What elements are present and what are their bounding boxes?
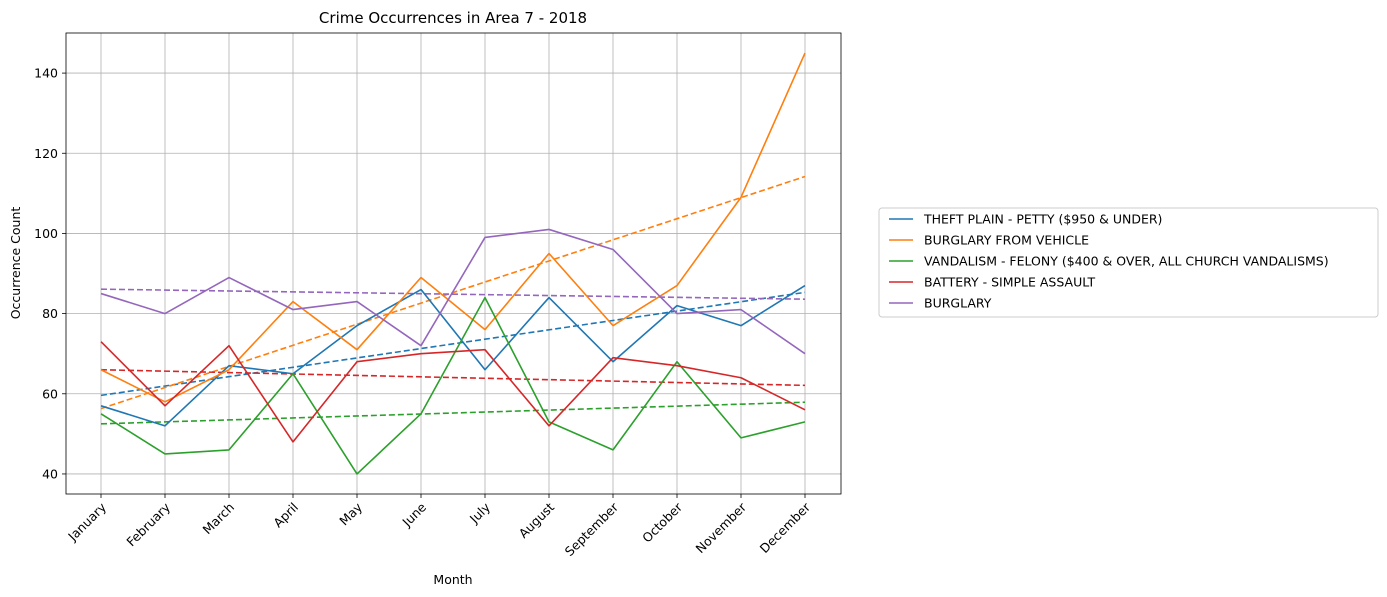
grid — [66, 33, 841, 494]
trend-line-vandalism-felony-400-over-all-church-vandalisms — [100, 401, 806, 425]
y-tick-label: 120 — [34, 146, 58, 161]
y-axis-ticks: 40 60 80 100 120 140 — [34, 66, 66, 481]
trend-line-theft-plain-petty-950-under — [100, 291, 806, 397]
plot-area-frame — [65, 32, 842, 495]
chart-title: Crime Occurrences in Area 7 - 2018 — [319, 9, 587, 27]
y-tick-label: 60 — [42, 386, 58, 401]
legend-label: THEFT PLAIN - PETTY ($950 & UNDER) — [923, 212, 1162, 227]
y-tick-label: 100 — [34, 226, 58, 241]
legend-label: BATTERY - SIMPLE ASSAULT — [924, 275, 1095, 290]
series-line-battery-simple-assault — [100, 341, 806, 443]
series-lines — [100, 52, 806, 475]
legend: THEFT PLAIN - PETTY ($950 & UNDER) BURGLA… — [878, 207, 1379, 318]
x-axis-label: Month — [433, 572, 472, 587]
y-tick-label: 80 — [42, 306, 58, 321]
y-tick-label: 40 — [42, 466, 58, 481]
y-axis-label: Occurrence Count — [8, 207, 23, 320]
legend-label: VANDALISM - FELONY ($400 & OVER, ALL CHU… — [924, 254, 1329, 269]
trend-line-battery-simple-assault — [100, 368, 806, 387]
legend-label: BURGLARY — [924, 296, 992, 311]
legend-frame — [878, 207, 1379, 318]
legend-label: BURGLARY FROM VEHICLE — [924, 233, 1089, 248]
y-tick-label: 140 — [34, 66, 58, 81]
series-line-burglary-from-vehicle — [100, 52, 806, 403]
trend-line-burglary — [100, 288, 806, 300]
series-line-vandalism-felony-400-over-all-church-vandalisms — [100, 296, 806, 475]
series-line-burglary — [100, 228, 806, 355]
